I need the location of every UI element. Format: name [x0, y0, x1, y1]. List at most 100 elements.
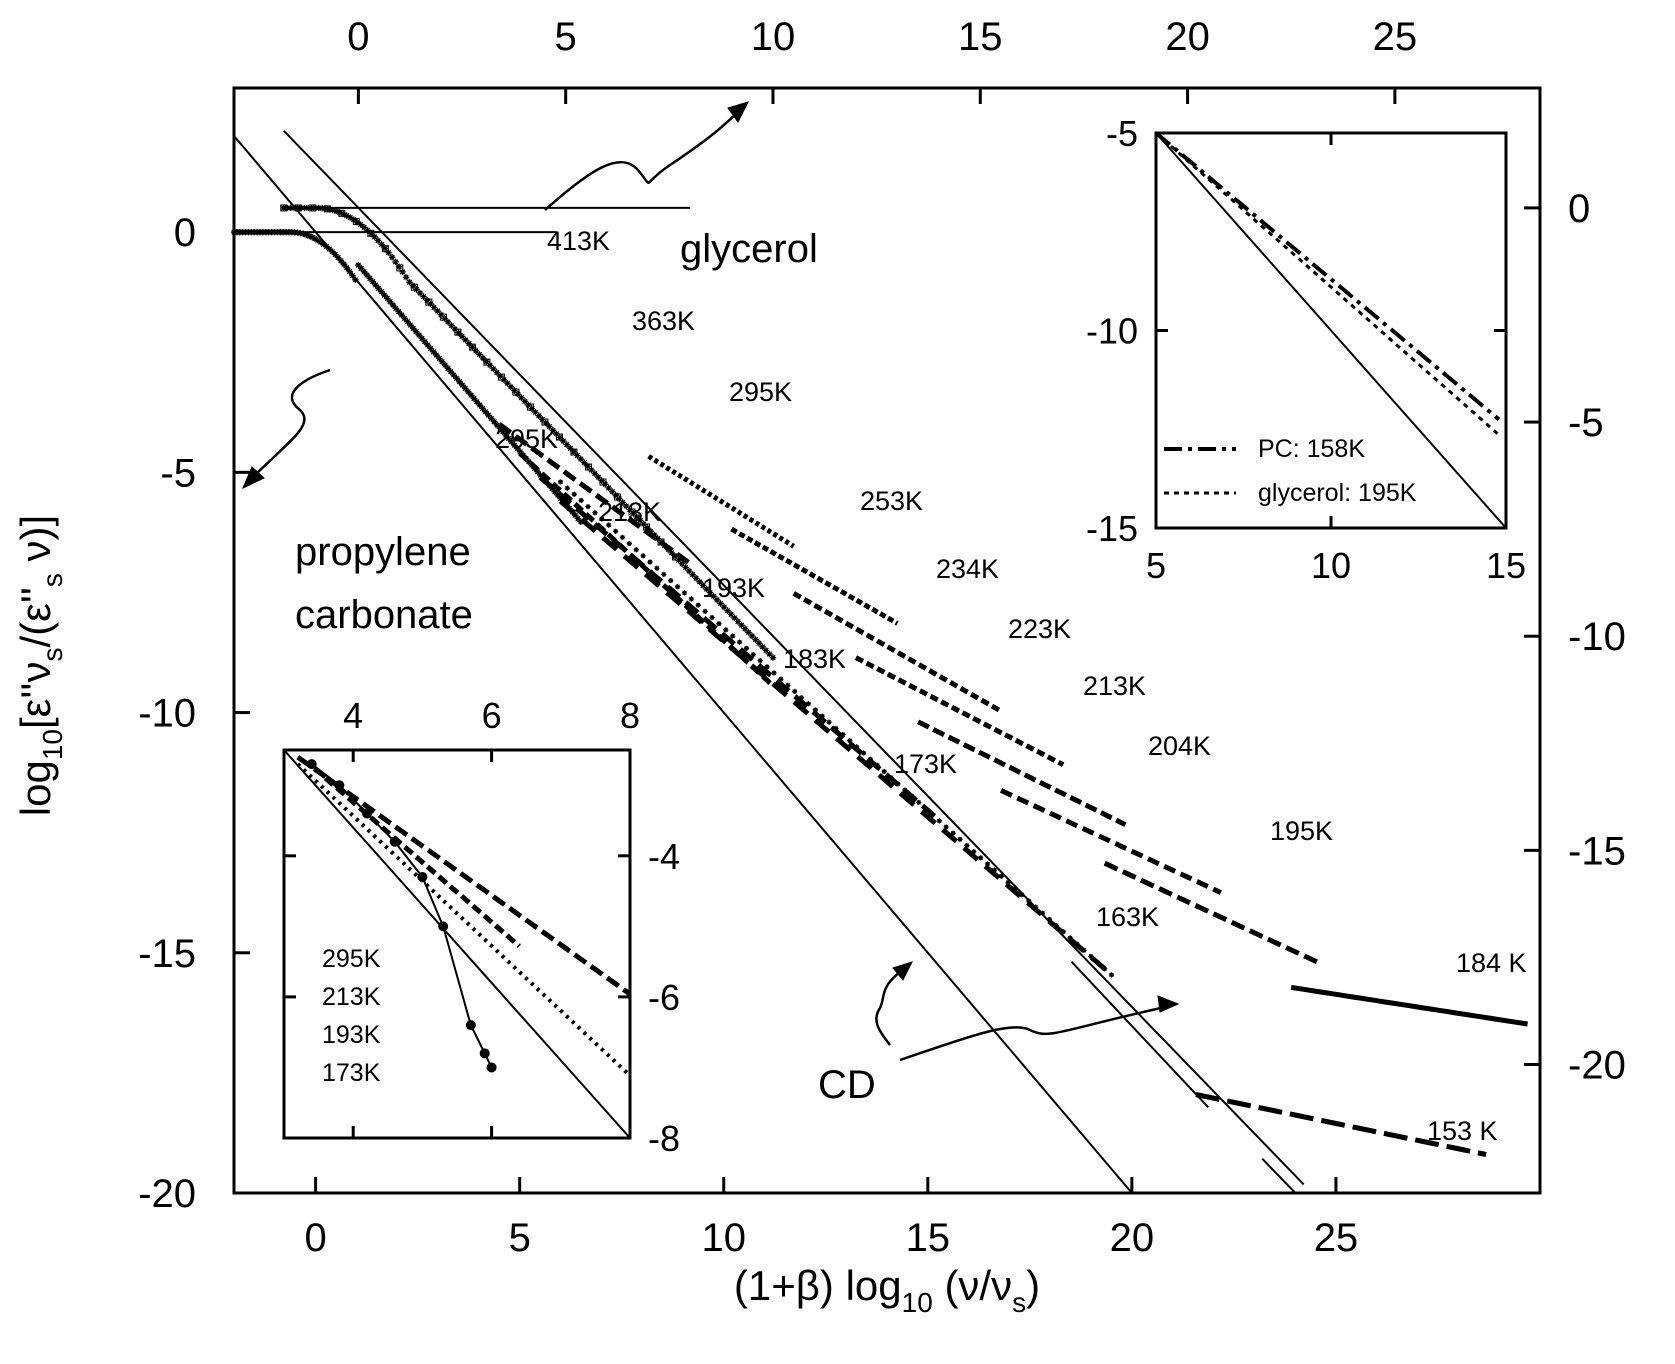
pc-master-point: [476, 401, 483, 409]
pc-173K-point: [847, 738, 853, 744]
gl-branch-213K: [917, 719, 1127, 827]
glycerol-master-point: [374, 237, 382, 244]
arrow-cd-to-pc-head: [892, 961, 913, 981]
cd-line-glycerol: [283, 130, 1305, 1186]
pc-173K-point: [730, 633, 736, 639]
pc-173K-point: [585, 504, 591, 510]
pc-master-point: [505, 435, 512, 442]
pc-master-point: [473, 398, 481, 405]
y-left-tick-label: 0: [174, 211, 196, 255]
inset-gl-y-tick-label: -10: [1086, 311, 1138, 352]
glycerol-master-point: [752, 636, 759, 643]
pc-temp-label: 183K: [783, 644, 846, 674]
glycerol-square-point: [541, 418, 549, 426]
x-top-tick-label: 10: [751, 15, 796, 59]
inset-pc-y-tick-label: -4: [648, 836, 680, 877]
glycerol-master-point: [332, 207, 340, 215]
x-top-tick-label: 20: [1165, 15, 1210, 59]
inset-pc-295K-point: [465, 1020, 476, 1031]
pc-173K-point: [1108, 972, 1115, 978]
glycerol-master-point: [542, 419, 550, 427]
cd-label: CD: [818, 1063, 876, 1107]
glycerol-master-point: [294, 204, 301, 212]
glycerol-master-point: [448, 322, 455, 329]
glycerol-master-point: [483, 358, 490, 365]
glycerol-master-point: [570, 448, 577, 456]
glycerol-master-point: [657, 538, 665, 546]
glycerol-master-point: [706, 589, 714, 596]
pc-173K-point: [606, 522, 612, 528]
y-right-tick-label: -15: [1568, 829, 1626, 873]
glycerol-square-point: [512, 388, 520, 396]
pc-master-point: [398, 311, 405, 319]
glycerol-master-point: [623, 502, 630, 510]
inset-gl-y-tick-label: -15: [1086, 508, 1138, 549]
glycerol-master-point: [692, 575, 700, 582]
glycerol-master-point: [409, 282, 417, 290]
glycerol-square-point: [643, 523, 651, 531]
glycerol-master-point: [546, 423, 553, 430]
pc-173K-point: [854, 744, 860, 750]
pc-173K-point: [681, 590, 688, 596]
gl-branch-253K: [730, 526, 899, 626]
pc-master-point: [496, 425, 504, 432]
glycerol-master-point: [755, 639, 763, 647]
glycerol-master-point: [630, 510, 637, 517]
inset-gl-x-tick-label: 5: [1146, 545, 1166, 586]
pc-master-point: [574, 515, 582, 522]
glycerol-master-point: [476, 351, 483, 358]
pc-master-point: [571, 511, 579, 519]
gl-branch-204K: [999, 788, 1222, 895]
glycerol-master-point: [661, 542, 668, 549]
pc-173K-point: [943, 824, 949, 830]
pc-173K-point: [702, 608, 708, 614]
glycerol-master-point: [305, 204, 312, 212]
pc-173K-point: [785, 682, 791, 688]
pc-173K-point: [1067, 935, 1073, 941]
pc-master-point: [337, 257, 345, 264]
pc-master-point: [493, 421, 501, 429]
glycerol-master-point: [724, 607, 731, 614]
pc-master-point: [490, 418, 498, 425]
glycerol-temp-label: 413K: [547, 226, 610, 256]
glycerol-square-point: [584, 463, 592, 471]
pc-master-point: [482, 408, 489, 415]
pc-master-point: [464, 388, 472, 395]
inset-pc-213K: [296, 755, 632, 997]
glycerol-master-point: [668, 549, 675, 557]
pc-master-point: [343, 264, 350, 272]
pc-master-point: [308, 233, 316, 241]
x-axis-title-part: 10: [902, 1287, 933, 1318]
pc-173K-point: [1053, 922, 1059, 929]
y-left-tick-label: -5: [160, 451, 196, 495]
y-axis-title-part: 10: [37, 729, 68, 760]
pc-173K-point: [599, 516, 605, 522]
pc-173K-point: [688, 596, 694, 602]
glycerol-master-point: [343, 212, 350, 219]
glycerol-master-point: [678, 560, 686, 567]
glycerol-master-point: [511, 387, 518, 394]
glycerol-square-point: [367, 229, 375, 237]
y-axis-title: log10[ε''νs/(ε''s ν)]: [12, 515, 68, 816]
glycerol-temp-label: 163K: [1096, 902, 1159, 932]
glycerol-master-point: [769, 654, 777, 661]
pc-173K-point: [668, 577, 674, 584]
glycerol-master-point: [549, 427, 557, 434]
glycerol-master-point: [535, 412, 543, 419]
pc-master-point: [317, 239, 324, 246]
glycerol-master-point: [759, 643, 766, 651]
arrow-to-top-axis: [544, 109, 741, 211]
glycerol-square-point: [526, 403, 534, 411]
glycerol-master-point: [381, 245, 389, 252]
pc-master-point: [363, 271, 371, 279]
pc-173K-point: [612, 528, 619, 534]
pc-master-point: [326, 245, 333, 253]
glycerol-master-point: [388, 253, 396, 261]
pc-173K-point: [957, 836, 963, 842]
inset-gl-y-tick-label: -5: [1106, 113, 1138, 154]
arrow-to-top-axis-head: [727, 101, 749, 123]
glycerol-temp-label: 195K: [1270, 816, 1333, 846]
glycerol-master-point: [420, 293, 427, 300]
glycerol-master-point: [563, 441, 571, 448]
inset-pc-y-tick-label: -6: [648, 977, 680, 1018]
